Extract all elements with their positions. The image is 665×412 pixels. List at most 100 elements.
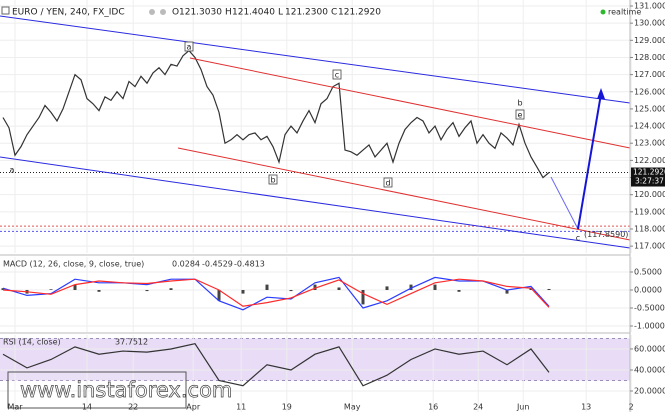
histogram-bar xyxy=(265,284,269,291)
panel-title: RSI (14, close) xyxy=(3,338,61,347)
wave-label: c xyxy=(335,71,339,80)
series-line xyxy=(2,343,550,387)
target-label: (117.8590) xyxy=(584,230,628,239)
wave-label: a xyxy=(187,43,192,52)
y-tick-label: 119.0000 xyxy=(634,207,665,216)
wave-box xyxy=(268,174,278,185)
wave-label: c xyxy=(576,234,580,243)
y-tick-label: 127.0000 xyxy=(634,70,665,79)
projection-down xyxy=(550,176,579,230)
histogram-bar xyxy=(529,288,533,291)
channel-lower xyxy=(0,156,631,249)
x-tick-label: 14 xyxy=(82,403,92,412)
x-tick-label: 2 xyxy=(629,403,634,412)
histogram-bar xyxy=(385,286,389,291)
wave-box xyxy=(383,177,393,188)
price-label: 121.2920 xyxy=(633,168,665,177)
histogram-bar xyxy=(241,290,245,294)
wave-label: b xyxy=(270,176,275,185)
x-tick-label: Jun xyxy=(516,403,530,412)
y-tick-label: 60.0000 xyxy=(634,344,665,353)
y-tick-label: -1.0000 xyxy=(634,321,665,330)
readout: -0.4813 xyxy=(234,260,265,269)
y-tick-label: 125.0000 xyxy=(634,104,665,113)
y-tick-label: -0.5000 xyxy=(634,303,665,312)
ohlc-key: C xyxy=(331,8,337,18)
y-tick-label: 131.0000 xyxy=(634,2,665,11)
y-tick-label: 0.5000 xyxy=(634,268,662,277)
x-tick-label: Apr xyxy=(186,403,201,412)
histogram-bar xyxy=(361,290,365,305)
wave-label: a xyxy=(10,166,15,175)
eye-icon[interactable] xyxy=(149,9,155,15)
price-label-box xyxy=(631,167,665,187)
series-line xyxy=(2,276,550,311)
x-tick-label: 11 xyxy=(236,403,246,412)
wave-box xyxy=(515,109,525,120)
panel-title: MACD (12, 26, close, 9, close, true) xyxy=(3,260,144,269)
y-tick-label: 128.0000 xyxy=(634,53,665,62)
series-line xyxy=(2,49,550,179)
histogram-bar xyxy=(409,284,413,291)
y-tick-label: 126.0000 xyxy=(634,87,665,96)
histogram-bar xyxy=(49,289,53,291)
readout: -0.4529 xyxy=(202,260,233,269)
settings-icon[interactable] xyxy=(160,9,166,15)
y-tick-label: 130.0000 xyxy=(634,19,665,28)
realtime: realtime xyxy=(608,8,641,17)
x-tick-label: 24 xyxy=(473,403,483,412)
y-tick-label: 124.0000 xyxy=(634,122,665,131)
x-tick-label: 22 xyxy=(128,403,138,412)
series-line xyxy=(2,278,550,308)
histogram-bar xyxy=(289,290,293,292)
y-tick-label: 40.0000 xyxy=(634,365,665,374)
histogram-bar xyxy=(457,290,461,292)
y-tick-label: 129.0000 xyxy=(634,36,665,45)
rsi-band xyxy=(0,338,630,381)
histogram-bar xyxy=(73,284,77,291)
x-tick-label: 19 xyxy=(282,403,292,412)
marks xyxy=(0,49,630,387)
y-tick-label: 20.0000 xyxy=(634,386,665,395)
grid xyxy=(0,0,632,412)
readout: 0.0284 xyxy=(172,260,200,269)
ohlc-value: 121.4040 xyxy=(232,8,275,18)
countdown: 3:27:37 xyxy=(635,177,664,186)
y-tick-label: 123.0000 xyxy=(634,139,665,148)
wave-label: e xyxy=(518,111,523,120)
red-channel-lower xyxy=(177,147,631,241)
ohlc-key: O xyxy=(172,8,179,18)
arrow-head xyxy=(597,88,605,99)
histogram-bar xyxy=(313,284,317,291)
wave-label: d xyxy=(385,179,390,188)
x-tick-label: 13 xyxy=(581,403,591,412)
y-tick-label: 122.0000 xyxy=(634,156,665,165)
projection-up xyxy=(577,93,602,230)
ohlc-key: H xyxy=(225,8,232,18)
histogram-bar xyxy=(547,288,551,291)
wave-label: b xyxy=(517,99,522,108)
histogram-bar xyxy=(169,288,173,291)
histogram-bar xyxy=(433,284,437,291)
realtime-dot xyxy=(600,9,606,15)
ohlc-key: L xyxy=(278,8,283,18)
y-tick-label: 120.0000 xyxy=(634,190,665,199)
wave-box xyxy=(332,69,342,80)
wave-box xyxy=(184,41,194,52)
ohlc-value: 121.2300 xyxy=(285,8,328,18)
histogram-bar xyxy=(97,290,101,292)
histogram-bar xyxy=(505,290,509,294)
symbol: EURO / YEN, 240, FX_IDC xyxy=(12,8,125,18)
watermark-box xyxy=(7,371,187,409)
readout: 37.7512 xyxy=(115,338,148,347)
histogram-bar xyxy=(145,290,149,292)
channel-upper xyxy=(0,15,631,104)
watermark: www.instaforex.com xyxy=(20,378,232,402)
ohlc-value: 121.3030 xyxy=(179,8,222,18)
histogram-bar xyxy=(1,288,5,291)
y-tick-label: 117.0000 xyxy=(634,242,665,251)
red-channel-upper xyxy=(189,57,631,149)
histogram-bar xyxy=(217,290,221,301)
symbol-icon[interactable] xyxy=(1,6,10,15)
